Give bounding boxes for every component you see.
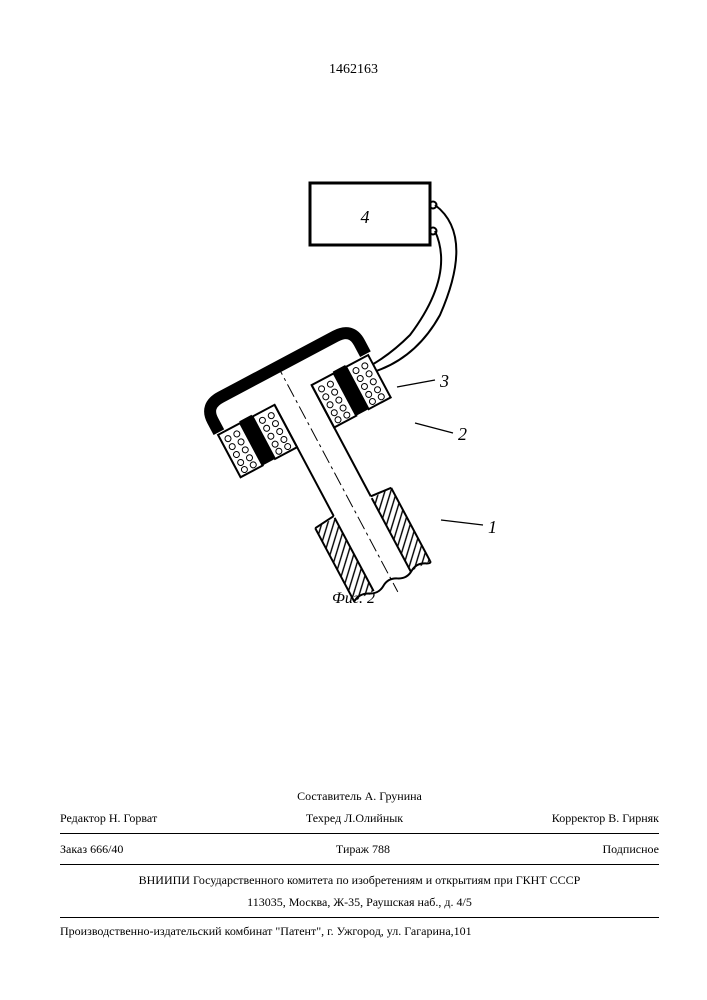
tirazh-value: 788 [372, 842, 390, 856]
compiler-label: Составитель [297, 789, 361, 803]
subscription: Подписное [602, 840, 659, 858]
editor-label: Редактор [60, 811, 106, 825]
org2: Производственно-издательский комбинат "П… [60, 922, 659, 940]
figure-caption: Фиг. 2 [332, 590, 375, 608]
corrector-label: Корректор [552, 811, 606, 825]
editor-name: Н. Горват [109, 811, 157, 825]
order-value: 666/40 [90, 842, 123, 856]
techred-name: Л.Олийнык [344, 811, 403, 825]
compiler-name: А. Грунина [365, 789, 422, 803]
label-4: 4 [361, 207, 370, 227]
footer-block: Составитель А. Грунина Редактор Н. Горва… [60, 785, 659, 940]
label-3: 3 [439, 371, 449, 391]
org1-addr: 113035, Москва, Ж-35, Раушская наб., д. … [60, 891, 659, 913]
corrector-name: В. Гирняк [608, 811, 659, 825]
label-1: 1 [488, 517, 497, 537]
figure-diagram: 4 [175, 175, 535, 615]
order-label: Заказ [60, 842, 87, 856]
label-2: 2 [458, 424, 467, 444]
page-number: 1462163 [329, 62, 378, 78]
techred-label: Техред [306, 811, 341, 825]
tirazh-label: Тираж [336, 842, 369, 856]
org1: ВНИИПИ Государственного комитета по изоб… [60, 869, 659, 891]
